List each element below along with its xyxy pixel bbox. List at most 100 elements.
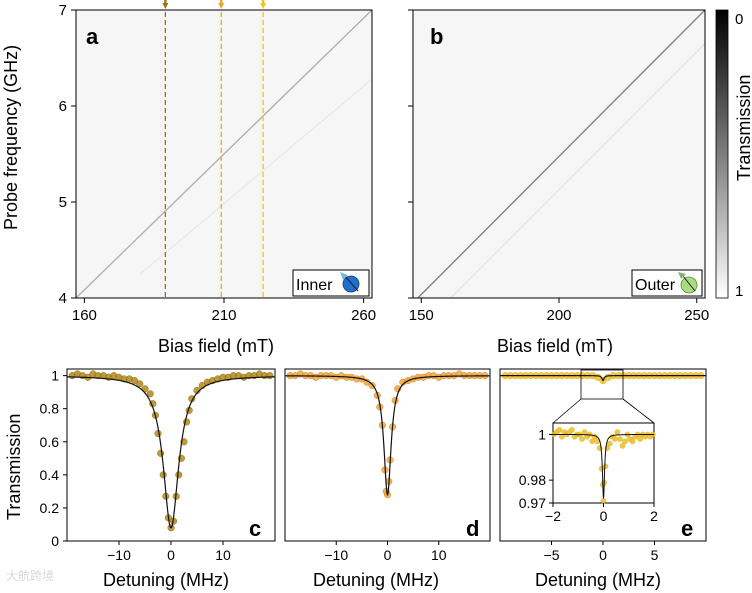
ytick-label-a-3: 7 xyxy=(59,2,67,19)
inset-data-point-21 xyxy=(600,497,607,504)
dispersion-line-main xyxy=(416,10,705,298)
xlabel-a: Bias field (mT) xyxy=(158,336,274,356)
ylabel-c: Transmission xyxy=(4,414,24,520)
data-point-c-13 xyxy=(136,380,144,388)
fit-curve-e xyxy=(500,375,706,382)
magnon-outer-icon xyxy=(678,272,698,294)
ytick-label-a-2: 6 xyxy=(59,98,67,115)
data-point-c-20 xyxy=(159,471,167,479)
xtick-label-b-0: 150 xyxy=(409,307,434,324)
colorbar: 0 1 Transmission xyxy=(715,9,752,300)
heatmap-a-background xyxy=(76,10,372,298)
fit-curve-c xyxy=(66,376,276,529)
data-point-c-18 xyxy=(154,430,162,438)
xtick-label-e-0: −5 xyxy=(544,547,560,563)
plot-d-frame xyxy=(284,368,491,542)
xtick-label-c-2: 10 xyxy=(215,547,231,563)
xtick-label-a-1: 210 xyxy=(211,307,236,324)
inset-data-point-23 xyxy=(602,463,609,470)
panel-d: −10 0 10 d Detuning (MHz) xyxy=(284,368,491,590)
inset-label-box-b: Outer xyxy=(631,269,703,297)
ylabel-a: Probe frequency (GHz) xyxy=(1,45,21,230)
data-point-c-12 xyxy=(131,377,139,385)
inset-data-point-29 xyxy=(617,436,623,442)
colorbar-label: Transmission xyxy=(734,75,752,181)
panel-c: −10 0 10 0 0.2 0.4 0.6 0.8 1 c Transmission Detu… xyxy=(4,368,276,590)
inset-label-b: Outer xyxy=(635,277,676,294)
ytick-label-c-5: 1 xyxy=(51,368,59,384)
panel-d-label: d xyxy=(466,516,479,541)
zoom-connector-right xyxy=(622,398,655,424)
watermark: 大航跨境 xyxy=(6,569,55,583)
panel-b: 150 200 250 b Outer Bias field (mT) xyxy=(408,9,709,356)
data-point-c-19 xyxy=(157,449,165,457)
ytick-label-c-4: 0.8 xyxy=(40,401,60,417)
panel-b-label: b xyxy=(430,24,443,49)
data-point-c-15 xyxy=(146,390,154,398)
xtick-label-c-1: 0 xyxy=(167,547,175,563)
fit-curve-d xyxy=(285,375,490,497)
panel-c-label: c xyxy=(249,516,261,541)
panel-e-label: e xyxy=(681,516,693,541)
ytick-label-c-3: 0.6 xyxy=(40,434,60,450)
inset-data-point-7 xyxy=(569,427,575,433)
zoom-connector-left xyxy=(552,398,582,424)
colorbar-gradient xyxy=(715,9,729,299)
inset-label-box-a: Inner xyxy=(292,269,370,297)
inset-data-point-28 xyxy=(614,429,621,435)
inset-data-point-34 xyxy=(629,438,636,445)
inset-data-point-27 xyxy=(612,436,618,442)
magnon-inner-icon xyxy=(340,272,360,293)
ytick-label-a-1: 5 xyxy=(59,194,67,211)
xlabel-e: Detuning (MHz) xyxy=(535,570,661,590)
zoom-region-box xyxy=(580,369,624,400)
inset-xtick-label-2: 2 xyxy=(650,508,658,524)
xtick-label-b-2: 250 xyxy=(684,307,709,324)
xlabel-c: Detuning (MHz) xyxy=(103,570,229,590)
xtick-label-b-1: 200 xyxy=(546,307,571,324)
panel-a-label: a xyxy=(86,24,99,49)
ytick-label-a-0: 4 xyxy=(59,290,67,307)
inset-data-point-30 xyxy=(619,443,626,449)
inset-xtick-label-0: −2 xyxy=(545,508,561,524)
dispersion-line-faint xyxy=(139,78,372,275)
xlabel-d: Detuning (MHz) xyxy=(313,570,439,590)
xtick-label-e-2: 5 xyxy=(651,547,659,563)
inset-data-point-2 xyxy=(556,427,563,433)
inset-data-point-25 xyxy=(607,440,613,447)
xtick-label-a-2: 260 xyxy=(351,307,376,324)
ytick-label-c-1: 0.2 xyxy=(40,500,60,516)
dispersion-line-main xyxy=(76,10,372,298)
panel-a: 160 210 260 4 5 6 7 a Inner Probe frequency (G… xyxy=(1,0,376,356)
xtick-label-d-0: −10 xyxy=(324,547,348,563)
xtick-label-d-2: 10 xyxy=(431,547,447,563)
inset-ytick-label-0: 0.97 xyxy=(519,495,546,511)
inset-ytick-label-2: 1 xyxy=(538,426,546,442)
ytick-label-c-0: 0 xyxy=(51,533,59,549)
colorbar-tick-1: 1 xyxy=(735,283,743,300)
colorbar-tick-0: 0 xyxy=(735,11,743,28)
xtick-label-c-0: −10 xyxy=(107,547,131,563)
inset-label-a: Inner xyxy=(296,277,333,294)
xtick-label-d-1: 0 xyxy=(384,547,392,563)
inset-ytick-label-1: 0.98 xyxy=(519,472,546,488)
ytick-label-c-2: 0.4 xyxy=(40,467,60,483)
data-point-c-46 xyxy=(266,372,274,380)
xtick-label-a-0: 160 xyxy=(72,307,97,324)
inset-fit-curve xyxy=(553,433,654,499)
cut-arrow-2 xyxy=(260,0,267,9)
data-point-c-26 xyxy=(175,471,183,479)
inset-data-point-37 xyxy=(637,436,643,442)
inset-data-point-15 xyxy=(589,438,595,445)
inset-data-point-31 xyxy=(622,438,628,445)
panel-e: −5 0 5 e Detuning (MHz) −2 0 2 0.97 0.98 1 xyxy=(499,368,707,590)
xlabel-b: Bias field (mT) xyxy=(497,336,613,356)
inset-data-point-11 xyxy=(579,436,585,442)
xtick-label-e-1: 0 xyxy=(599,547,607,563)
dispersion-line-faint xyxy=(449,43,705,298)
cut-arrow-0 xyxy=(162,0,169,9)
plot-c-frame xyxy=(66,368,276,542)
cut-arrow-1 xyxy=(218,0,225,9)
inset-xtick-label-1: 0 xyxy=(600,508,608,524)
